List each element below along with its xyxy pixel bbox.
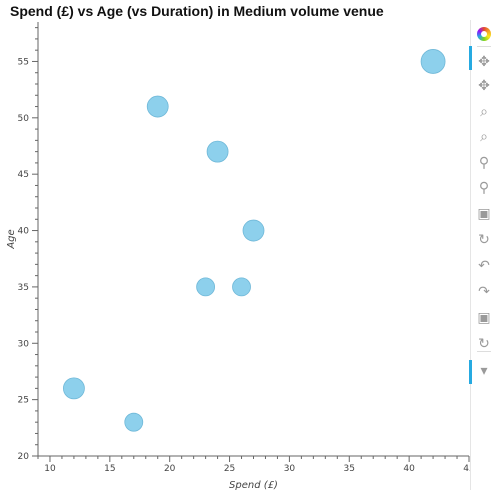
- y-tick-label: 55: [18, 57, 29, 67]
- bokeh-logo-icon[interactable]: [475, 25, 493, 43]
- axes-layer: 10 15 20 25 30 35 40 45 20 25 30 35 40 45 50 55: [18, 22, 470, 474]
- scatter-point[interactable]: [196, 277, 216, 297]
- toolbar-separator: [477, 46, 491, 47]
- hover-tool-icon[interactable]: ▾: [480, 363, 488, 379]
- wheel-zoom-icon[interactable]: ⚲: [478, 155, 490, 171]
- redo-icon[interactable]: ↷: [478, 284, 490, 300]
- save-icon[interactable]: ▣: [477, 206, 491, 222]
- scatter-point[interactable]: [63, 377, 85, 400]
- x-tick-label: 45: [463, 464, 470, 474]
- wheel-zoom-icon-2[interactable]: ⚲: [478, 180, 490, 196]
- y-tick-label: 40: [18, 227, 30, 237]
- bokeh-logo-ring: [477, 27, 491, 41]
- x-tick-label: 20: [164, 464, 176, 474]
- scatter-point[interactable]: [146, 95, 169, 118]
- toolbar-separator: [477, 351, 491, 352]
- save-icon-2[interactable]: ▣: [477, 310, 491, 326]
- y-tick-label: 20: [18, 452, 30, 462]
- scatter-point[interactable]: [124, 412, 144, 432]
- x-tick-label: 35: [344, 464, 355, 474]
- x-tick-label: 10: [44, 464, 56, 474]
- scatter-point[interactable]: [232, 277, 251, 297]
- active-tool-indicator: [469, 360, 472, 384]
- pan-tool-icon[interactable]: ✥: [478, 54, 490, 70]
- scatter-point[interactable]: [206, 140, 229, 163]
- scatter-plot[interactable]: 10 15 20 25 30 35 40 45 20 25 30 35 40 45 50 55 Spend (…: [0, 0, 470, 492]
- box-zoom-icon[interactable]: ⌕: [480, 104, 488, 120]
- y-tick-label: 50: [18, 114, 30, 124]
- active-tool-indicator: [469, 46, 472, 70]
- x-tick-label: 15: [104, 464, 115, 474]
- x-axis-label: Spend (£): [229, 480, 278, 491]
- scatter-point[interactable]: [242, 219, 265, 242]
- scatter-point[interactable]: [420, 49, 446, 74]
- reset-icon-2[interactable]: ↻: [478, 336, 490, 352]
- x-tick-label: 25: [224, 464, 235, 474]
- pan-tool-icon-2[interactable]: ✥: [478, 78, 490, 94]
- y-tick-label: 35: [18, 283, 29, 293]
- undo-icon[interactable]: ↶: [478, 258, 490, 274]
- x-tick-label: 40: [403, 464, 415, 474]
- reset-icon[interactable]: ↻: [478, 232, 490, 248]
- y-tick-label: 30: [18, 339, 30, 349]
- y-axis-label: Age: [6, 229, 17, 249]
- y-tick-label: 45: [18, 170, 29, 180]
- box-zoom-icon-2[interactable]: ⌕: [480, 129, 488, 145]
- chart-title: Spend (£) vs Age (vs Duration) in Medium…: [10, 3, 384, 19]
- y-tick-label: 25: [18, 396, 29, 406]
- points-layer: [63, 49, 446, 432]
- x-tick-label: 30: [284, 464, 296, 474]
- toolbar: ✥ ✥ ⌕ ⌕ ⚲ ⚲ ▣ ↻ ↶ ↷ ▣ ↻ ▾: [469, 20, 494, 490]
